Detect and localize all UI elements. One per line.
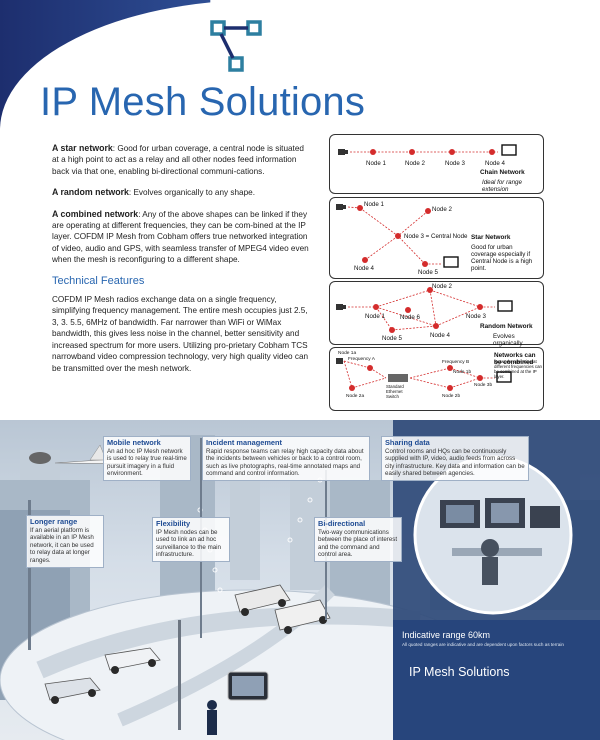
callout-mobile: Mobile network An ad hoc IP Mesh network… (103, 436, 191, 481)
callout-text: Control rooms and HQs can be continuousl… (385, 447, 525, 478)
callout-title: Mobile network (107, 438, 161, 447)
node-label: Node 1 (364, 201, 384, 208)
star-diagram: Node 1 Node 2 Node 3 = Central Node Node… (329, 197, 544, 279)
callout-text: An ad hoc IP Mesh network is used to rel… (107, 447, 187, 478)
node-label: Node 3b (474, 383, 493, 388)
callout-text: IP Mesh nodes can be used to link an ad … (156, 528, 222, 559)
mesh-logo-icon (210, 20, 262, 72)
diagram-title: Star Network (471, 234, 511, 241)
node-label: Node 5 (382, 335, 402, 342)
node-label: Node 1a (338, 351, 357, 356)
footer-title: IP Mesh Solutions (409, 665, 510, 679)
callout-title: Sharing data (385, 438, 430, 447)
callout-title: Bi-directional (318, 519, 366, 528)
freq-label: Frequency B (442, 360, 470, 365)
technical-text: COFDM IP Mesh radios exchange data on a … (52, 295, 309, 373)
technical-heading: Technical Features (52, 274, 145, 287)
node-label: Node 2b (442, 394, 461, 399)
callout-title: Incident management (206, 438, 282, 447)
paragraph-random: A random network: Evolves organically to… (52, 187, 255, 198)
diagram-title: Random Network (480, 323, 533, 330)
range-note: All quoted ranges are indicative and are… (402, 642, 564, 647)
chain-diagram: Node 1 Node 2 Node 3 Node 4 Chain Networ… (329, 134, 544, 194)
node-label: Node 1 (365, 313, 385, 320)
callout-text: Rapid response teams can relay high capa… (206, 447, 364, 478)
paragraph-star: A star network: Good for urban coverage,… (52, 143, 304, 176)
page-title: IP Mesh Solutions (40, 80, 366, 124)
callout-flexibility: Flexibility IP Mesh nodes can be used to… (152, 517, 230, 562)
node-label: Node 4 (430, 332, 450, 339)
node-label: Node 1b (453, 370, 472, 375)
diagram-note: Ideal for range extension (482, 179, 522, 193)
diagram-title: Chain Network (480, 169, 525, 176)
node-label: Node 1 (366, 160, 386, 167)
random-diagram: Node 1 Node 2 Node 3 Node 4 Node 5 Node … (329, 281, 544, 347)
callout-sharing: Sharing data Control rooms and HQs can b… (381, 436, 529, 481)
node-label: Node 6 (400, 314, 420, 321)
node-label: Node 3 (466, 313, 486, 320)
callout-incident: Incident management Rapid response teams… (202, 436, 370, 481)
node-label: Node 3 = Central Node (404, 233, 468, 240)
combined-diagram: Node 1a Frequency A Frequency B Node 1b … (329, 347, 544, 411)
node-label: Node 2a (346, 394, 365, 399)
body-text: A star network: Good for urban coverage,… (52, 143, 312, 384)
node-label: Node 4 (485, 160, 505, 167)
city-scene-graphic (0, 420, 600, 740)
range-title: Indicative range 60km (402, 630, 491, 640)
lead: A combined network (52, 208, 139, 219)
switch-label: Standard Ethernet Switch (386, 384, 404, 399)
paragraph-combined: A combined network: Any of the above sha… (52, 208, 309, 265)
node-label: Node 5 (418, 269, 438, 276)
node-label: Node 3 (445, 160, 465, 167)
diagram-title: Networks can be combined (494, 352, 536, 366)
city-illustration: Mobile network An ad hoc IP Mesh network… (0, 420, 600, 740)
callout-longer: Longer range If an aerial platform is av… (26, 515, 104, 568)
node-label: Node 2 (432, 283, 452, 290)
diagram-note: Good for urban coverage especially if Ce… (471, 244, 533, 272)
lead: A star network (52, 143, 113, 153)
diagram-note: Networks operating at different frequenc… (494, 359, 543, 379)
node-label: Node 2 (432, 206, 452, 213)
freq-label: Frequency A (348, 357, 375, 362)
node-label: Node 2 (405, 160, 425, 167)
callout-text: If an aerial platform is available in an… (30, 526, 94, 564)
callout-bidirectional: Bi-directional Two-way communications be… (314, 517, 402, 562)
callout-title: Flexibility (156, 519, 191, 528)
callout-title: Longer range (30, 517, 78, 526)
lead: A random network (52, 187, 129, 198)
diagram-note: Evolves organically (493, 333, 523, 347)
node-label: Node 4 (354, 265, 374, 272)
callout-text: Two-way communications between the place… (318, 528, 398, 559)
